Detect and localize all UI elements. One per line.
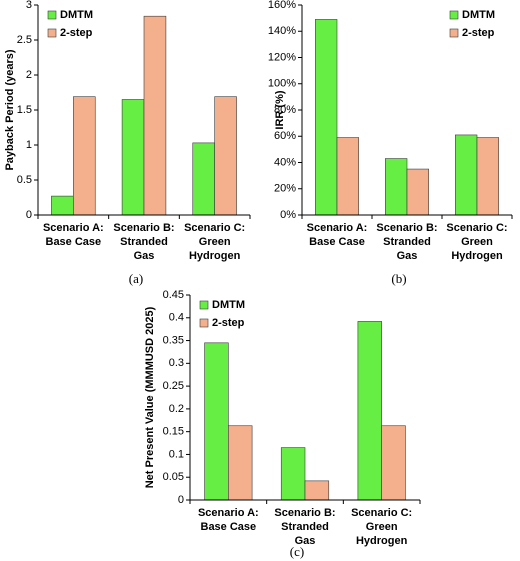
y-tick-label: 0.15 bbox=[163, 426, 184, 438]
x-tick-label: Hydrogen bbox=[189, 250, 241, 262]
y-tick-label: 0.5 bbox=[17, 174, 32, 186]
x-tick-label: Stranded bbox=[383, 236, 431, 248]
bar bbox=[454, 134, 478, 216]
caption: (a) bbox=[129, 271, 143, 286]
bar bbox=[51, 195, 74, 216]
x-tick-label: Gas bbox=[397, 250, 418, 262]
x-tick-label: Green bbox=[366, 521, 398, 533]
bar bbox=[280, 447, 306, 501]
bar bbox=[73, 96, 96, 216]
x-tick-label: Hydrogen bbox=[356, 535, 408, 547]
x-tick-label: Stranded bbox=[120, 236, 168, 248]
bar bbox=[121, 99, 145, 216]
bar bbox=[357, 321, 382, 501]
y-axis-label: Payback Period (years) bbox=[4, 49, 16, 170]
x-tick-label: Base Case bbox=[201, 521, 257, 533]
x-tick-label: Gas bbox=[134, 250, 155, 262]
y-tick-label: 120% bbox=[268, 51, 296, 63]
x-tick-label: Scenario A: bbox=[307, 222, 368, 234]
y-tick-label: 0.05 bbox=[163, 471, 184, 483]
x-tick-label: Scenario B: bbox=[274, 507, 335, 519]
y-tick-label: 0.25 bbox=[163, 380, 184, 392]
x-tick-label: Scenario A: bbox=[43, 222, 104, 234]
y-tick-label: 0 bbox=[26, 209, 32, 221]
y-tick-label: 40% bbox=[274, 156, 296, 168]
x-tick-label: Green bbox=[461, 236, 493, 248]
y-tick-label: 1.5 bbox=[17, 104, 32, 116]
y-tick-label: 0.45 bbox=[163, 289, 184, 301]
x-tick-label: Stranded bbox=[281, 521, 329, 533]
y-tick-label: 160% bbox=[268, 0, 296, 11]
legend-label: DMTM bbox=[60, 9, 93, 21]
y-tick-label: 2.5 bbox=[17, 34, 32, 46]
legend-swatch bbox=[47, 28, 57, 38]
bar bbox=[228, 425, 253, 501]
caption: (b) bbox=[391, 271, 406, 286]
legend-label: 2-step bbox=[462, 27, 495, 39]
y-tick-label: 0.1 bbox=[169, 448, 184, 460]
legend-swatch bbox=[47, 10, 57, 20]
x-tick-label: Scenario B: bbox=[113, 222, 174, 234]
bar bbox=[384, 158, 408, 216]
bar bbox=[304, 480, 330, 501]
x-tick-label: Base Case bbox=[309, 236, 365, 248]
bar bbox=[204, 342, 229, 501]
y-tick-label: 140% bbox=[268, 25, 296, 37]
legend-label: 2-step bbox=[212, 317, 245, 329]
x-tick-label: Gas bbox=[295, 535, 316, 547]
y-tick-label: 0.35 bbox=[163, 334, 184, 346]
y-tick-label: 100% bbox=[268, 78, 296, 90]
y-tick-label: 0% bbox=[280, 209, 296, 221]
bar bbox=[214, 96, 237, 216]
x-tick-label: Scenario A: bbox=[198, 507, 259, 519]
x-tick-label: Scenario C: bbox=[351, 507, 412, 519]
y-tick-label: 0.3 bbox=[169, 357, 184, 369]
y-tick-label: 0 bbox=[178, 494, 184, 506]
legend-label: DMTM bbox=[462, 9, 495, 21]
x-tick-label: Hydrogen bbox=[451, 250, 503, 262]
legend-swatch bbox=[199, 300, 209, 310]
y-tick-label: 0.4 bbox=[169, 312, 184, 324]
x-tick-label: Scenario C: bbox=[184, 222, 245, 234]
bar bbox=[314, 19, 338, 216]
legend-swatch bbox=[449, 10, 459, 20]
bar bbox=[192, 142, 215, 216]
x-tick-label: Scenario B: bbox=[376, 222, 437, 234]
bar bbox=[143, 15, 167, 216]
y-tick-label: 3 bbox=[26, 0, 32, 11]
x-tick-label: Scenario C: bbox=[446, 222, 507, 234]
bar bbox=[476, 137, 500, 216]
y-tick-label: 80% bbox=[274, 104, 296, 116]
y-tick-label: 2 bbox=[26, 69, 32, 81]
y-tick-label: 20% bbox=[274, 183, 296, 195]
legend-swatch bbox=[199, 318, 209, 328]
y-axis-label: IRR (%) bbox=[274, 90, 286, 129]
y-tick-label: 1 bbox=[26, 139, 32, 151]
legend-swatch bbox=[449, 28, 459, 38]
y-axis-label: Net Present Value (MMMUSD 2025) bbox=[144, 306, 156, 488]
bar bbox=[406, 168, 430, 216]
y-tick-label: 0.2 bbox=[169, 403, 184, 415]
x-tick-label: Green bbox=[199, 236, 231, 248]
x-tick-label: Base Case bbox=[46, 236, 102, 248]
caption: (c) bbox=[290, 544, 304, 559]
bar bbox=[381, 425, 406, 501]
legend-label: 2-step bbox=[60, 27, 93, 39]
bar bbox=[336, 137, 360, 216]
y-tick-label: 60% bbox=[274, 130, 296, 142]
legend-label: DMTM bbox=[212, 299, 245, 311]
